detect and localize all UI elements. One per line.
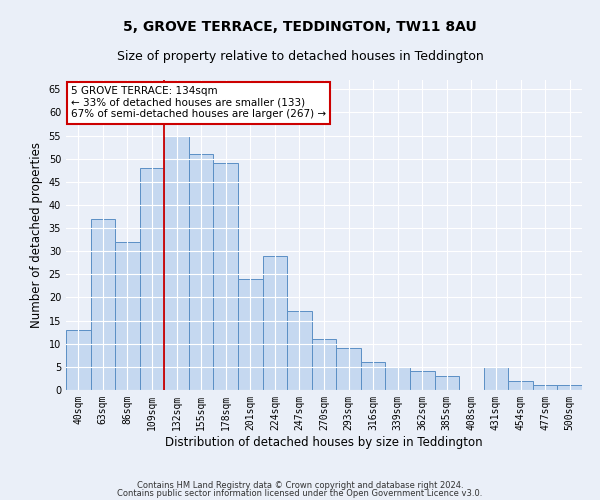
Bar: [410, 372, 434, 390]
Bar: [91, 219, 115, 390]
Bar: [189, 154, 214, 390]
Bar: [214, 164, 238, 390]
Text: Contains HM Land Registry data © Crown copyright and database right 2024.: Contains HM Land Registry data © Crown c…: [137, 480, 463, 490]
Bar: [533, 386, 557, 390]
Y-axis label: Number of detached properties: Number of detached properties: [30, 142, 43, 328]
Bar: [557, 386, 582, 390]
Text: Size of property relative to detached houses in Teddington: Size of property relative to detached ho…: [116, 50, 484, 63]
Bar: [164, 136, 189, 390]
Bar: [140, 168, 164, 390]
Bar: [115, 242, 140, 390]
Text: 5 GROVE TERRACE: 134sqm
← 33% of detached houses are smaller (133)
67% of semi-d: 5 GROVE TERRACE: 134sqm ← 33% of detache…: [71, 86, 326, 120]
Bar: [66, 330, 91, 390]
X-axis label: Distribution of detached houses by size in Teddington: Distribution of detached houses by size …: [165, 436, 483, 448]
Bar: [336, 348, 361, 390]
Text: 5, GROVE TERRACE, TEDDINGTON, TW11 8AU: 5, GROVE TERRACE, TEDDINGTON, TW11 8AU: [123, 20, 477, 34]
Bar: [312, 339, 336, 390]
Bar: [508, 380, 533, 390]
Bar: [385, 367, 410, 390]
Bar: [484, 367, 508, 390]
Text: Contains public sector information licensed under the Open Government Licence v3: Contains public sector information licen…: [118, 489, 482, 498]
Bar: [287, 312, 312, 390]
Bar: [238, 279, 263, 390]
Bar: [361, 362, 385, 390]
Bar: [263, 256, 287, 390]
Bar: [434, 376, 459, 390]
